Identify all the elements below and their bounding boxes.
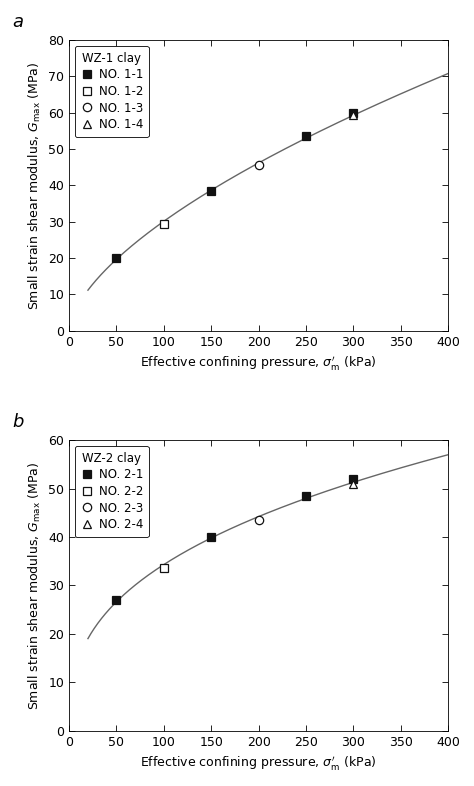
Text: a: a xyxy=(12,13,23,31)
Line: NO. 1-1: NO. 1-1 xyxy=(112,108,357,263)
NO. 1-1 xyxy=(209,186,214,196)
X-axis label: Effective confining pressure, $\sigma^{\prime}_{\rm m}$ (kPa): Effective confining pressure, $\sigma^{\… xyxy=(140,354,377,372)
Y-axis label: Small strain shear modulus, $G_{\rm max}$ (MPa): Small strain shear modulus, $G_{\rm max}… xyxy=(27,461,43,710)
Legend: NO. 2-1, NO. 2-2, NO. 2-3, NO. 2-4: NO. 2-1, NO. 2-2, NO. 2-3, NO. 2-4 xyxy=(75,446,149,537)
NO. 1-1 xyxy=(303,132,309,141)
Legend: NO. 1-1, NO. 1-2, NO. 1-3, NO. 1-4: NO. 1-1, NO. 1-2, NO. 1-3, NO. 1-4 xyxy=(75,46,149,137)
NO. 2-1 xyxy=(303,491,309,501)
Line: NO. 2-1: NO. 2-1 xyxy=(112,475,357,604)
NO. 1-1 xyxy=(114,253,119,263)
Y-axis label: Small strain shear modulus, $G_{\rm max}$ (MPa): Small strain shear modulus, $G_{\rm max}… xyxy=(27,61,43,310)
NO. 2-1 xyxy=(209,532,214,542)
X-axis label: Effective confining pressure, $\sigma^{\prime}_{\rm m}$ (kPa): Effective confining pressure, $\sigma^{\… xyxy=(140,754,377,772)
NO. 2-1 xyxy=(351,474,356,483)
NO. 2-1 xyxy=(114,595,119,604)
NO. 1-1 xyxy=(351,108,356,118)
Text: b: b xyxy=(12,413,24,432)
